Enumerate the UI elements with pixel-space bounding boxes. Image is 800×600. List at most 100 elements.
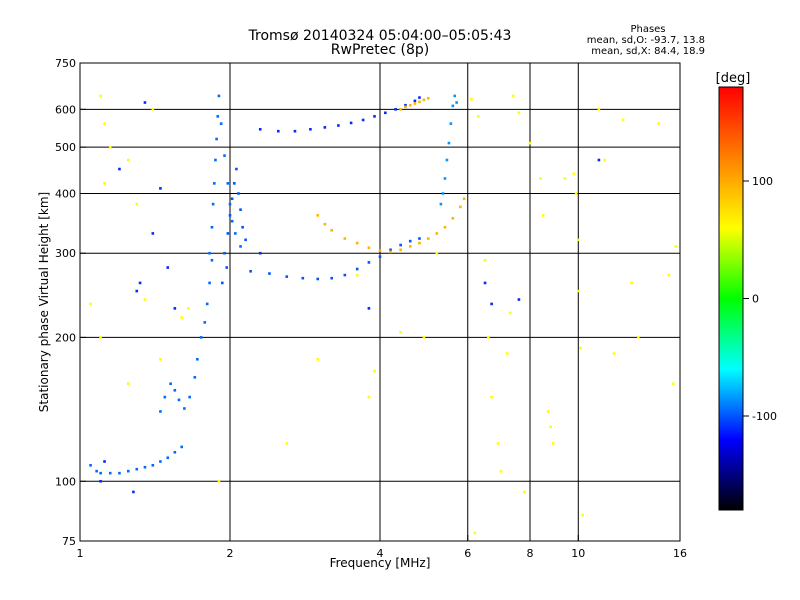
data-point: [597, 158, 601, 162]
data-point: [159, 187, 162, 190]
y-tick-label: 400: [55, 187, 76, 200]
data-point: [196, 357, 199, 361]
y-tick-label: 100: [55, 475, 76, 488]
data-point: [232, 182, 236, 185]
data-point: [581, 513, 584, 517]
colorbar-gradient: [718, 86, 744, 511]
data-point: [323, 126, 327, 129]
data-point: [563, 177, 567, 180]
data-point: [477, 115, 480, 118]
data-point: [180, 316, 184, 319]
data-point: [223, 251, 226, 255]
data-point: [216, 115, 220, 118]
data-point: [657, 122, 660, 125]
data-point: [470, 97, 473, 101]
chart-subtitle: RwPretec (8p): [331, 42, 429, 58]
data-point: [404, 105, 407, 109]
data-point: [378, 249, 382, 252]
data-point: [413, 99, 417, 103]
data-point: [674, 245, 678, 248]
data-point: [173, 450, 177, 454]
data-point: [226, 232, 230, 235]
data-point: [228, 202, 232, 206]
data-point: [203, 321, 207, 324]
data-point: [173, 389, 177, 392]
data-point: [135, 289, 139, 293]
data-point: [215, 137, 218, 141]
data-point: [143, 298, 147, 301]
data-point: [228, 214, 232, 217]
data-point: [367, 261, 371, 264]
data-point: [210, 258, 214, 262]
data-point: [621, 118, 625, 122]
y-tick-label: 750: [55, 57, 76, 70]
data-point: [576, 238, 580, 242]
data-point: [459, 205, 462, 209]
data-point: [135, 467, 139, 471]
data-point: [180, 445, 184, 449]
data-point: [612, 352, 616, 355]
data-point: [355, 241, 359, 245]
data-point: [258, 251, 262, 255]
data-point: [193, 376, 197, 379]
data-point: [151, 108, 155, 111]
data-point: [293, 129, 297, 133]
data-point: [276, 129, 280, 133]
data-point: [103, 460, 106, 463]
stats-line-o: mean, sd,O: -93.7, 13.8: [587, 35, 705, 46]
y-tick-label: 75: [62, 535, 76, 548]
data-point: [235, 167, 238, 171]
data-point: [309, 127, 312, 131]
data-point: [435, 251, 439, 255]
colorbar: [deg] 100 0 -100: [716, 71, 777, 511]
data-point: [373, 115, 376, 118]
data-point: [187, 307, 190, 310]
data-point: [188, 395, 191, 399]
data-point: [528, 141, 532, 145]
colorbar-tick-label: 100: [752, 175, 773, 188]
chart-title: Tromsø 20140324 05:04:00–05:05:43: [248, 28, 512, 44]
data-point: [517, 298, 521, 301]
data-point: [418, 100, 421, 104]
data-point: [220, 281, 224, 285]
y-axis-label: Stationary phase Virtual Height [km]: [37, 192, 51, 412]
data-point: [603, 158, 607, 162]
data-point: [99, 479, 102, 483]
data-point: [226, 182, 230, 185]
data-point: [249, 269, 252, 273]
data-point: [355, 273, 359, 277]
data-point: [337, 124, 340, 127]
data-point: [316, 277, 320, 281]
data-point: [389, 250, 392, 254]
data-point: [214, 158, 217, 162]
data-point: [399, 108, 402, 111]
x-tick-label: 10: [571, 547, 585, 560]
x-tick-label: 4: [377, 547, 384, 560]
data-point: [258, 127, 262, 131]
data-point: [453, 94, 457, 98]
data-point: [378, 255, 382, 259]
data-point: [572, 172, 576, 176]
data-point: [126, 469, 130, 473]
data-point: [408, 103, 412, 107]
data-point: [211, 202, 215, 206]
data-point: [443, 177, 447, 180]
colorbar-label: [deg]: [716, 71, 751, 86]
data-point: [210, 225, 214, 229]
y-axis-ticks: 75 100 200 300 400 500 600 750: [55, 57, 86, 548]
data-point: [166, 266, 170, 269]
data-point: [108, 145, 112, 149]
data-point: [443, 225, 447, 229]
data-point: [159, 460, 162, 463]
data-point: [237, 192, 240, 195]
data-point: [439, 202, 443, 206]
data-point: [499, 469, 503, 473]
data-point: [546, 410, 550, 413]
data-point: [487, 336, 490, 339]
data-point: [418, 237, 421, 240]
data-point: [118, 471, 121, 475]
data-point: [451, 104, 455, 108]
data-point: [574, 192, 578, 195]
data-point: [99, 336, 102, 339]
